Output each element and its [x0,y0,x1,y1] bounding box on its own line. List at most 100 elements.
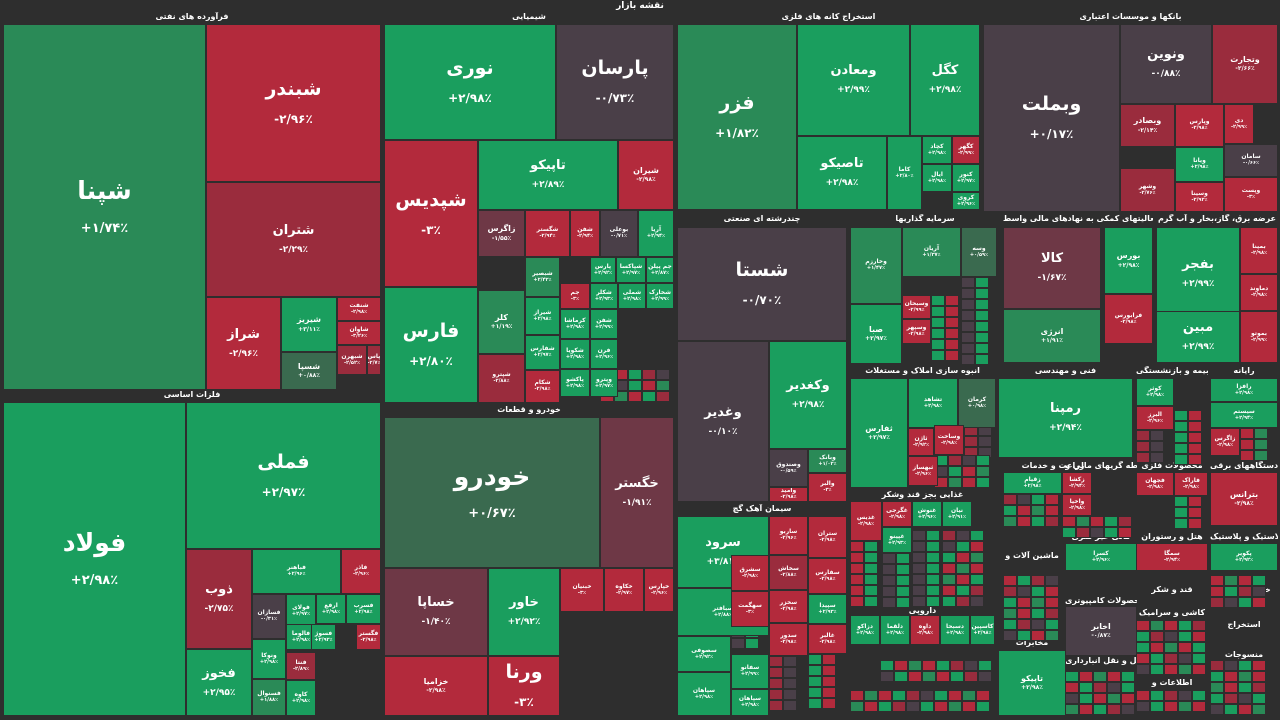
treemap-small-tile[interactable] [656,369,670,380]
treemap-small-tile[interactable] [1188,496,1202,507]
treemap-tile[interactable]: فرابورس -۲/۹۸٪ [1104,294,1153,344]
treemap-small-tile[interactable] [822,676,836,687]
treemap-small-tile[interactable] [950,660,964,671]
treemap-small-tile[interactable] [1017,630,1031,641]
treemap-small-tile[interactable] [945,317,959,328]
treemap-small-tile[interactable] [822,687,836,698]
treemap-small-tile[interactable] [961,288,975,299]
treemap-small-tile[interactable] [1093,682,1107,693]
treemap-tile[interactable]: شبندر -۲/۹۶٪ [206,24,381,182]
treemap-tile[interactable]: شنفت -۲/۹۸٪ [337,297,381,321]
treemap-tile[interactable]: فملی +۲/۹۷٪ [186,402,381,549]
treemap-tile[interactable]: والبر -۳٪ [808,473,847,502]
treemap-tile[interactable]: شملی +۲/۹۸٪ [618,283,646,309]
treemap-tile[interactable]: شیراز +۲/۹۸٪ [525,297,560,335]
treemap-tile[interactable]: کروی +۲/۹۶٪ [952,192,980,210]
treemap-tile[interactable]: غپینو +۲/۹۳٪ [882,527,912,553]
treemap-tile[interactable]: شتران -۲/۲۹٪ [206,182,381,297]
treemap-tile[interactable]: بموتو -۲/۹۹٪ [1240,311,1278,363]
treemap-small-tile[interactable] [850,596,864,607]
treemap-small-tile[interactable] [1150,653,1164,664]
treemap-tile[interactable]: شکام -۲/۹۸٪ [525,370,560,403]
treemap-small-tile[interactable] [1003,505,1017,516]
treemap-tile[interactable]: شخارک +۲/۹۹٪ [646,283,674,309]
treemap-tile[interactable]: خودرو +۰/۶۷٪ [384,417,600,568]
treemap-tile[interactable]: خاور +۲/۹۲٪ [488,568,560,656]
treemap-tile[interactable]: زاگرس -۲/۹۸٪ [1210,428,1240,456]
treemap-tile[interactable]: شستا -۰/۷۰٪ [677,227,847,341]
treemap-small-tile[interactable] [864,585,878,596]
treemap-small-tile[interactable] [1238,682,1252,693]
treemap-tile[interactable]: سهگمت -۳٪ [731,591,769,627]
treemap-tile[interactable]: نیان +۲/۹۱٪ [942,501,972,527]
treemap-small-tile[interactable] [1174,432,1188,443]
treemap-small-tile[interactable] [1192,642,1206,653]
treemap-small-tile[interactable] [783,689,797,700]
treemap-tile[interactable]: سصوفی +۲/۹۲٪ [677,636,731,672]
treemap-small-tile[interactable] [978,660,992,671]
treemap-small-tile[interactable] [1188,507,1202,518]
treemap-small-tile[interactable] [975,321,989,332]
treemap-tile[interactable]: سخاش -۲/۸۸٪ [769,555,808,590]
treemap-tile[interactable]: اخابر -۰/۸۷٪ [1065,606,1137,656]
treemap-small-tile[interactable] [1136,664,1150,675]
treemap-small-tile[interactable] [964,660,978,671]
treemap-tile[interactable]: شبصیر +۲/۴۲٪ [525,257,560,297]
treemap-small-tile[interactable] [1178,690,1192,701]
treemap-tile[interactable]: وشهر -۲/۷۶٪ [1120,168,1175,212]
treemap-tile[interactable]: فگستر -۲/۹۸٪ [356,624,381,650]
treemap-small-tile[interactable] [1045,619,1059,630]
treemap-small-tile[interactable] [1079,693,1093,704]
treemap-tile[interactable]: وسپهر -۲/۹۸٪ [902,319,931,344]
treemap-tile[interactable]: کچاد +۲/۹۸٪ [922,136,952,164]
treemap-small-tile[interactable] [822,665,836,676]
treemap-small-tile[interactable] [1045,516,1059,527]
treemap-small-tile[interactable] [948,466,962,477]
treemap-small-tile[interactable] [975,299,989,310]
treemap-tile[interactable]: ورنا -۳٪ [488,656,560,716]
treemap-small-tile[interactable] [1224,671,1238,682]
treemap-small-tile[interactable] [878,690,892,701]
treemap-small-tile[interactable] [912,541,926,552]
treemap-small-tile[interactable] [850,541,864,552]
treemap-small-tile[interactable] [1065,704,1079,715]
treemap-small-tile[interactable] [975,277,989,288]
treemap-small-tile[interactable] [769,678,783,689]
treemap-small-tile[interactable] [1136,631,1150,642]
treemap-small-tile[interactable] [1017,597,1031,608]
treemap-tile[interactable]: کالا -۱/۶۷٪ [1003,227,1101,309]
treemap-small-tile[interactable] [976,466,990,477]
treemap-tile[interactable]: شپدیس -۳٪ [384,140,478,287]
treemap-small-tile[interactable] [1045,597,1059,608]
treemap-tile[interactable]: فاراک -۲/۹۸٪ [1174,472,1208,496]
treemap-small-tile[interactable] [1238,693,1252,704]
treemap-small-tile[interactable] [878,701,892,712]
treemap-small-tile[interactable] [1164,653,1178,664]
treemap-tile[interactable]: پارسان -۰/۷۳٪ [556,24,674,140]
treemap-small-tile[interactable] [864,563,878,574]
treemap-small-tile[interactable] [628,369,642,380]
treemap-small-tile[interactable] [1192,664,1206,675]
treemap-tile[interactable]: دی -۲/۹۹٪ [1224,104,1254,144]
treemap-small-tile[interactable] [956,552,970,563]
treemap-small-tile[interactable] [745,638,759,649]
treemap-small-tile[interactable] [906,690,920,701]
treemap-small-tile[interactable] [1136,653,1150,664]
treemap-small-tile[interactable] [864,552,878,563]
treemap-tile[interactable]: پاس -۲/۷٪ [367,345,381,375]
treemap-small-tile[interactable] [970,585,984,596]
treemap-tile[interactable]: غدیس -۲/۹۸٪ [850,501,882,541]
treemap-tile[interactable]: وبملت +۰/۱۷٪ [983,24,1120,212]
treemap-small-tile[interactable] [1150,441,1164,452]
treemap-small-tile[interactable] [1150,701,1164,712]
treemap-small-tile[interactable] [1178,653,1192,664]
treemap-small-tile[interactable] [1045,575,1059,586]
treemap-small-tile[interactable] [1045,505,1059,516]
treemap-small-tile[interactable] [1238,575,1252,586]
treemap-small-tile[interactable] [936,671,950,682]
treemap-tile[interactable]: پاکشو +۲/۹۸٪ [560,369,590,397]
treemap-tile[interactable]: واخیا -۲/۹۸٪ [1062,494,1092,516]
treemap-small-tile[interactable] [1210,575,1224,586]
treemap-small-tile[interactable] [1252,682,1266,693]
treemap-tile[interactable]: انرژی +۱/۹۱٪ [1003,309,1101,363]
